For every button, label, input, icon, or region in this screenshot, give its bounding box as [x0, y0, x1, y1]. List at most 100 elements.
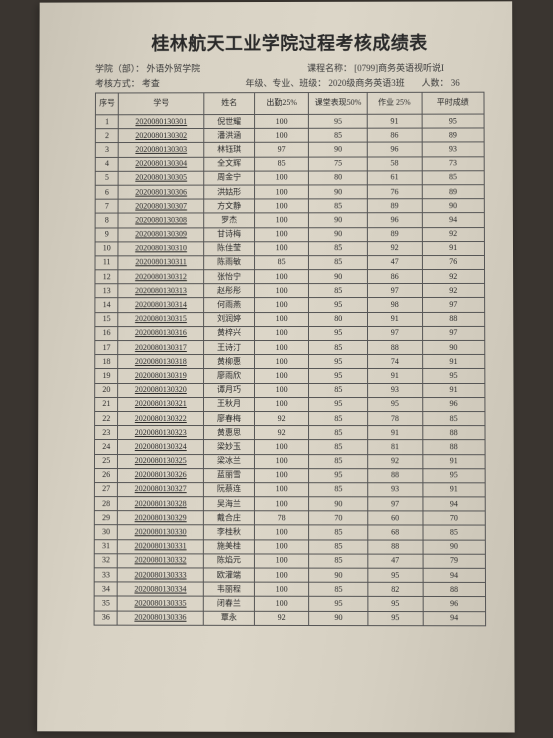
- cell-sid: 2020080130323: [118, 426, 204, 440]
- student-id-link[interactable]: 2020080130329: [135, 513, 187, 522]
- cell-sid: 2020080130322: [118, 411, 204, 425]
- table-row: 202020080130320谭月巧100859391: [95, 383, 485, 397]
- cell-hw: 98: [367, 298, 422, 312]
- student-id-link[interactable]: 2020080130310: [135, 244, 187, 253]
- cell-idx: 31: [94, 539, 117, 553]
- cell-hw: 92: [367, 241, 422, 255]
- student-id-link[interactable]: 2020080130332: [135, 556, 187, 565]
- student-id-link[interactable]: 2020080130307: [135, 201, 187, 210]
- cell-idx: 35: [94, 596, 117, 610]
- student-id-link[interactable]: 2020080130301: [135, 117, 187, 126]
- student-id-link[interactable]: 2020080130303: [135, 145, 187, 154]
- student-id-link[interactable]: 2020080130308: [135, 215, 187, 224]
- cell-name: 廖雨欣: [204, 369, 255, 383]
- student-id-link[interactable]: 2020080130323: [135, 428, 187, 437]
- student-id-link[interactable]: 2020080130322: [135, 414, 187, 423]
- cell-idx: 18: [95, 355, 118, 369]
- table-row: 122020080130312张怡宁100908692: [95, 270, 485, 284]
- cell-class: 90: [309, 142, 367, 156]
- cell-attend: 100: [254, 383, 309, 397]
- student-id-link[interactable]: 2020080130302: [135, 131, 187, 140]
- cell-idx: 34: [94, 582, 117, 596]
- cell-avg: 90: [423, 540, 486, 554]
- cell-avg: 96: [423, 597, 486, 611]
- cell-sid: 2020080130312: [118, 270, 204, 284]
- cell-attend: 92: [254, 426, 309, 440]
- cell-name: 谭月巧: [204, 383, 255, 397]
- cell-hw: 97: [367, 326, 422, 340]
- cell-idx: 11: [95, 256, 118, 270]
- cell-hw: 58: [367, 156, 422, 170]
- cell-avg: 76: [422, 255, 485, 269]
- page-title: 桂林航天工业学院过程考核成绩表: [95, 29, 484, 56]
- cell-hw: 81: [368, 440, 423, 454]
- table-row: 62020080130306洪姑形100907689: [95, 185, 484, 200]
- student-id-link[interactable]: 2020080130309: [135, 229, 187, 238]
- cell-sid: 2020080130329: [118, 511, 204, 525]
- cell-hw: 96: [367, 213, 422, 227]
- student-id-link[interactable]: 2020080130331: [135, 541, 187, 550]
- student-id-link[interactable]: 2020080130324: [135, 442, 187, 451]
- student-id-link[interactable]: 2020080130314: [135, 300, 187, 309]
- student-id-link[interactable]: 2020080130336: [134, 613, 186, 622]
- table-row: 292020080130329戴合庄78706070: [94, 511, 485, 526]
- cell-class: 85: [309, 540, 368, 554]
- cell-class: 85: [309, 440, 368, 454]
- student-id-link[interactable]: 2020080130325: [135, 456, 187, 465]
- student-id-link[interactable]: 2020080130319: [135, 371, 187, 380]
- cell-idx: 8: [95, 213, 118, 227]
- table-row: 52020080130305周金宁100806185: [95, 171, 484, 186]
- cell-sid: 2020080130301: [119, 115, 204, 129]
- student-id-link[interactable]: 2020080130326: [135, 470, 187, 479]
- cell-hw: 91: [367, 114, 422, 128]
- cell-idx: 2: [95, 129, 118, 143]
- cell-idx: 16: [95, 326, 118, 340]
- student-id-link[interactable]: 2020080130335: [134, 599, 186, 608]
- header-sid: 学号: [119, 93, 204, 115]
- cell-sid: 2020080130336: [117, 611, 203, 625]
- cell-attend: 100: [254, 568, 309, 582]
- student-id-link[interactable]: 2020080130316: [135, 328, 187, 337]
- cell-class: 85: [309, 340, 368, 354]
- cell-class: 85: [309, 128, 367, 142]
- student-id-link[interactable]: 2020080130311: [135, 258, 187, 267]
- student-id-link[interactable]: 2020080130333: [134, 570, 186, 579]
- cell-hw: 82: [368, 582, 423, 596]
- student-id-link[interactable]: 2020080130312: [135, 272, 187, 281]
- student-id-link[interactable]: 2020080130334: [134, 584, 186, 593]
- cell-sid: 2020080130320: [118, 383, 204, 397]
- student-id-link[interactable]: 2020080130321: [135, 399, 187, 408]
- cell-class: 90: [309, 611, 368, 625]
- table-row: 362020080130336覃永92909594: [94, 611, 486, 626]
- cell-attend: 100: [254, 554, 309, 568]
- student-id-link[interactable]: 2020080130315: [135, 314, 187, 323]
- cell-class: 95: [309, 597, 368, 611]
- student-id-link[interactable]: 2020080130318: [135, 357, 187, 366]
- student-id-link[interactable]: 2020080130330: [135, 527, 187, 536]
- student-id-link[interactable]: 2020080130320: [135, 385, 187, 394]
- student-id-link[interactable]: 2020080130327: [135, 485, 187, 494]
- student-id-link[interactable]: 2020080130306: [135, 187, 187, 196]
- student-id-link[interactable]: 2020080130305: [135, 173, 187, 182]
- cell-sid: 2020080130303: [119, 143, 204, 157]
- cell-avg: 88: [423, 583, 486, 597]
- cell-idx: 4: [95, 157, 118, 171]
- table-row: 32020080130303林钰琪97909693: [95, 142, 484, 157]
- cell-sid: 2020080130332: [118, 554, 204, 568]
- cell-attend: 100: [254, 540, 309, 554]
- cell-name: 方文静: [204, 199, 255, 213]
- cell-name: 洪姑形: [204, 185, 255, 199]
- student-id-link[interactable]: 2020080130304: [135, 159, 187, 168]
- cell-hw: 88: [367, 340, 422, 354]
- cell-name: 戴合庄: [204, 511, 255, 525]
- course-label: 课程名称：: [307, 63, 352, 73]
- student-id-link[interactable]: 2020080130313: [135, 286, 187, 295]
- table-row: 82020080130308罗杰100909694: [95, 213, 484, 228]
- student-id-link[interactable]: 2020080130328: [135, 499, 187, 508]
- exam-value: 考查: [142, 79, 160, 89]
- cell-hw: 95: [368, 397, 423, 411]
- cell-hw: 47: [367, 255, 422, 269]
- cell-attend: 100: [254, 128, 308, 142]
- student-id-link[interactable]: 2020080130317: [135, 343, 187, 352]
- cell-sid: 2020080130314: [118, 298, 204, 312]
